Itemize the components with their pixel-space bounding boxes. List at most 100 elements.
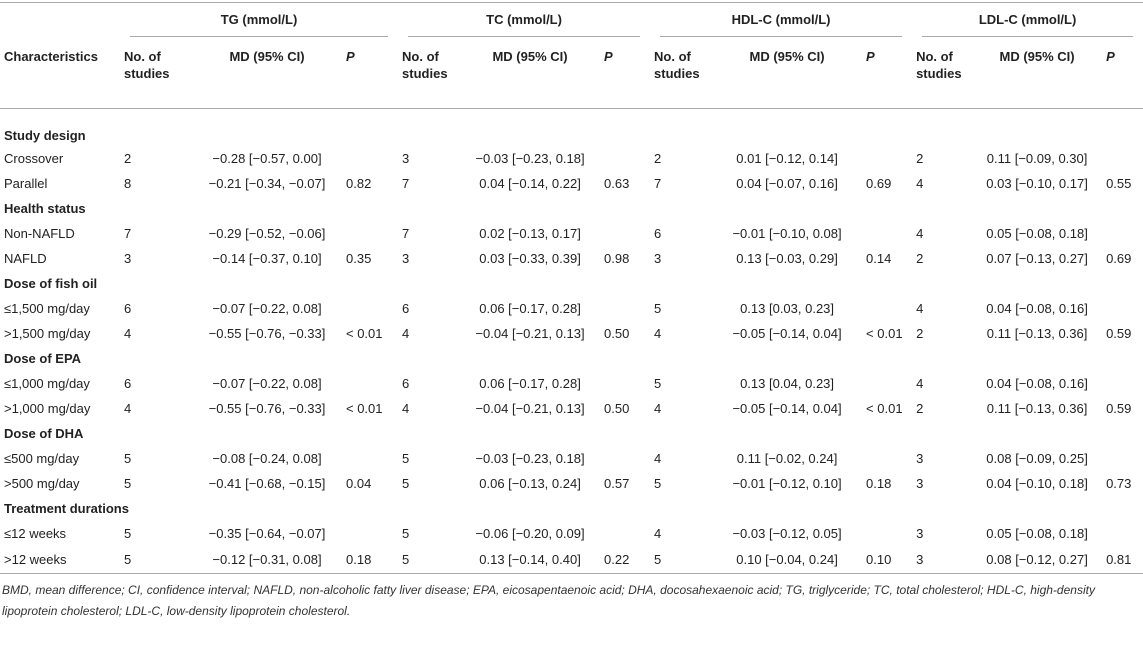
footnote: BMD, mean difference; CI, confidence int… <box>2 583 1095 618</box>
column-header: P <box>1102 38 1143 109</box>
mean-difference: 0.04 [−0.08, 0.16] <box>986 301 1088 316</box>
mean-difference: −0.08 [−0.24, 0.08] <box>212 451 322 466</box>
p-value: 0.14 <box>866 251 892 266</box>
study-count: 6 <box>124 301 132 316</box>
mean-difference: −0.28 [−0.57, 0.00] <box>212 151 322 166</box>
section-row: Treatment durations <box>0 496 1143 521</box>
p-value: 0.50 <box>604 326 630 341</box>
column-header: MD (95% CI) <box>460 38 601 109</box>
p-value: 0.22 <box>600 546 651 574</box>
study-count: 4 <box>654 451 662 466</box>
data-row: >500 mg/day 5 −0.41 [−0.68, −0.15] 0.04 5 0.0… <box>0 471 1143 496</box>
mean-difference: −0.07 [−0.22, 0.08] <box>212 301 322 316</box>
column-header: MD (95% CI) <box>712 38 863 109</box>
table-body: Study design Crossover 2 −0.28 [−0.57, 0.00… <box>0 109 1143 574</box>
p-value: 0.59 <box>1106 326 1132 341</box>
mean-difference: −0.07 [−0.22, 0.08] <box>212 376 322 391</box>
group-header-cell: TC (mmol/L) <box>398 2 651 38</box>
mean-difference: 0.04 [−0.08, 0.16] <box>986 376 1088 391</box>
p-value <box>1102 146 1143 171</box>
column-header: P <box>862 38 913 109</box>
study-count: 4 <box>916 176 924 191</box>
mean-difference: 0.11 [−0.09, 0.30] <box>986 151 1088 166</box>
mean-difference: −0.04 [−0.21, 0.13] <box>475 326 585 341</box>
data-table: TG (mmol/L) TC (mmol/L) HDL-C (mmol/L) LDL-… <box>0 2 1143 574</box>
mean-difference: 0.05 [−0.08, 0.18] <box>986 526 1088 541</box>
mean-difference: −0.29 [−0.52, −0.06] <box>208 226 326 241</box>
data-row: ≤500 mg/day 5 −0.08 [−0.24, 0.08] 5 −0.03 [−… <box>0 446 1143 471</box>
mean-difference: 0.13 [0.03, 0.23] <box>740 301 835 316</box>
section-title: Dose of fish oil <box>4 276 98 291</box>
p-value <box>600 146 650 171</box>
data-row: ≤1,500 mg/day 6 −0.07 [−0.22, 0.08] 6 0.06 [… <box>0 296 1143 321</box>
mean-difference: 0.13 [−0.03, 0.29] <box>736 251 838 266</box>
column-header-row: Characteristics No. of studies MD (95% CI… <box>0 38 1143 109</box>
p-value <box>342 446 398 471</box>
section-title: Treatment durations <box>4 501 129 516</box>
mean-difference: 0.10 [−0.04, 0.24] <box>712 546 863 574</box>
data-row: Crossover 2 −0.28 [−0.57, 0.00] 3 −0.03 [−0.… <box>0 146 1143 171</box>
data-row: >1,500 mg/day 4 −0.55 [−0.76, −0.33] < 0.01… <box>0 321 1143 346</box>
p-value <box>1102 521 1143 546</box>
mean-difference: 0.01 [−0.12, 0.14] <box>736 151 838 166</box>
p-value: 0.69 <box>866 176 892 191</box>
p-value <box>600 521 650 546</box>
row-label: >500 mg/day <box>4 476 80 491</box>
mean-difference: −0.21 [−0.34, −0.07] <box>208 176 326 191</box>
study-count: 4 <box>654 326 662 341</box>
row-label: Non-NAFLD <box>4 226 75 241</box>
row-label: ≤12 weeks <box>4 526 67 541</box>
p-value: 0.98 <box>604 251 630 266</box>
study-count: 4 <box>402 401 410 416</box>
mean-difference: 0.03 [−0.33, 0.39] <box>479 251 581 266</box>
p-value: 0.04 <box>346 476 372 491</box>
column-header: No. of studies <box>650 38 713 109</box>
p-value: 0.50 <box>604 401 630 416</box>
data-row: ≤1,000 mg/day 6 −0.07 [−0.22, 0.08] 6 0.06 [… <box>0 371 1143 396</box>
study-count: 3 <box>124 251 132 266</box>
data-row: >12 weeks 5 −0.12 [−0.31, 0.08] 0.18 5 0.13 [… <box>0 546 1143 574</box>
p-value <box>600 221 650 246</box>
p-value: 0.35 <box>346 251 372 266</box>
mean-difference: 0.03 [−0.10, 0.17] <box>986 176 1088 191</box>
column-header: P <box>342 38 399 109</box>
data-row: Parallel 8 −0.21 [−0.34, −0.07] 0.82 7 0.04 [… <box>0 171 1143 196</box>
mean-difference: 0.04 [−0.10, 0.18] <box>986 476 1088 491</box>
mean-difference: 0.02 [−0.13, 0.17] <box>479 226 581 241</box>
p-value: < 0.01 <box>866 326 903 341</box>
mean-difference: 0.13 [−0.14, 0.40] <box>460 546 601 574</box>
study-count: 5 <box>124 526 132 541</box>
study-count: 5 <box>124 476 132 491</box>
mean-difference: 0.06 [−0.17, 0.28] <box>479 301 581 316</box>
section-row: Study design <box>0 109 1143 147</box>
p-value: 0.18 <box>866 476 892 491</box>
p-value <box>342 221 398 246</box>
group-header-cell: TG (mmol/L) <box>120 2 399 38</box>
study-count: 4 <box>124 326 132 341</box>
study-count: 3 <box>402 251 410 266</box>
study-count: 8 <box>124 176 132 191</box>
mean-difference: 0.11 [−0.02, 0.24] <box>736 451 838 466</box>
mean-difference: −0.03 [−0.12, 0.05] <box>732 526 842 541</box>
data-row: NAFLD 3 −0.14 [−0.37, 0.10] 0.35 3 0.03 [−0.3… <box>0 246 1143 271</box>
section-row: Health status <box>0 196 1143 221</box>
study-count: 3 <box>916 476 924 491</box>
study-count: 5 <box>402 451 410 466</box>
study-count: 5 <box>120 546 192 574</box>
mean-difference: 0.06 [−0.13, 0.24] <box>479 476 581 491</box>
mean-difference: −0.01 [−0.12, 0.10] <box>732 476 842 491</box>
study-count: 6 <box>402 376 410 391</box>
study-count: 5 <box>398 546 461 574</box>
section-row: Dose of DHA <box>0 421 1143 446</box>
study-count: 2 <box>916 326 924 341</box>
section-title: Study design <box>4 128 86 143</box>
row-label: ≤1,500 mg/day <box>4 301 90 316</box>
row-label: ≤500 mg/day <box>4 451 80 466</box>
row-label: >1,500 mg/day <box>4 326 91 341</box>
mean-difference: 0.06 [−0.17, 0.28] <box>479 376 581 391</box>
study-count: 5 <box>654 476 662 491</box>
mean-difference: 0.04 [−0.07, 0.16] <box>736 176 838 191</box>
mean-difference: −0.14 [−0.37, 0.10] <box>212 251 322 266</box>
p-value <box>342 371 398 396</box>
mean-difference: −0.05 [−0.14, 0.04] <box>732 326 842 341</box>
